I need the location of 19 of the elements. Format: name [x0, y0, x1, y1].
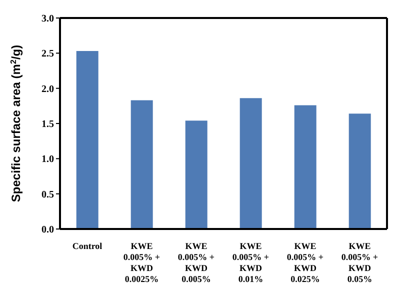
- bar: [185, 120, 208, 229]
- x-tick-label: KWE 0.005% + KWD 0.0025%: [123, 241, 160, 284]
- y-tick-label: 2.0: [42, 84, 54, 95]
- x-tick-label: Control: [72, 241, 103, 251]
- bar: [130, 100, 153, 229]
- y-tick-label: 1.0: [42, 154, 54, 166]
- y-tick-label: 0.0: [42, 224, 54, 236]
- bar: [294, 105, 316, 229]
- x-tick-label: KWE 0.005% + KWD 0.01%: [232, 241, 270, 284]
- y-tick-label: 3.0: [42, 14, 54, 25]
- y-tick-label: 2.5: [42, 48, 54, 60]
- y-tick-label: 1.5: [42, 119, 54, 130]
- bar: [76, 51, 98, 229]
- x-tick-label: KWE 0.005% + KWD 0.005%: [178, 241, 215, 284]
- y-tick-label: 0.5: [42, 189, 54, 200]
- x-tick-label: KWE 0.005% + KWD 0.025%: [286, 241, 324, 284]
- bar: [240, 98, 262, 229]
- x-tick-label: KWE 0.005% + KWD 0.05%: [341, 241, 378, 284]
- bar: [348, 114, 371, 229]
